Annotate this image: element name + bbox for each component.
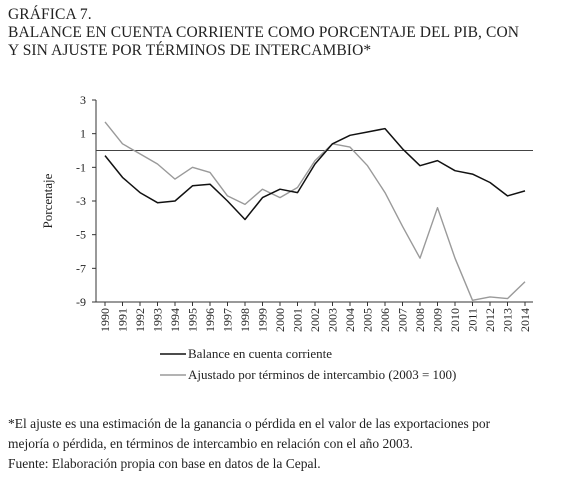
chart-title-block: GRÁFICA 7. BALANCE EN CUENTA CORRIENTE C…: [8, 6, 573, 60]
x-tick-label-1999: 1999: [256, 308, 270, 332]
y-tick-label--7: -7: [76, 261, 86, 275]
source-note: Fuente: Elaboración propia con base en d…: [8, 456, 321, 471]
chart-title-line-1: BALANCE EN CUENTA CORRIENTE COMO PORCENT…: [8, 24, 520, 41]
series-line-balance: [104, 127, 526, 221]
y-tick-label-3: 3: [80, 93, 86, 107]
x-tick-label-1996: 1996: [203, 308, 217, 332]
x-tick-label-2000: 2000: [273, 308, 287, 332]
x-tick-label-1997: 1997: [221, 308, 235, 332]
legend-label-balance: Balance en cuenta corriente: [188, 346, 332, 361]
y-tick-label--9: -9: [76, 295, 86, 309]
x-tick-label-2004: 2004: [343, 308, 357, 332]
y-tick-label--3: -3: [76, 194, 86, 208]
y-tick-label--1: -1: [76, 160, 86, 174]
x-tick-label-2006: 2006: [378, 308, 392, 332]
x-tick-label-1993: 1993: [151, 308, 165, 332]
adjustment-note-continued: mejoría o pérdida, en términos de interc…: [8, 436, 413, 451]
x-tick-label-2011: 2011: [466, 308, 480, 332]
x-tick-label-2008: 2008: [413, 308, 427, 332]
chart-number: GRÁFICA 7.: [8, 6, 92, 23]
line-chart: 3 1 -1 -3 -5 -7 -9 1990 1991 1992 1993 1994 1995 1996…: [40, 93, 533, 382]
x-tick-label-2009: 2009: [431, 308, 445, 332]
chart-title-line-2: Y SIN AJUSTE POR TÉRMINOS DE INTERCAMBIO…: [8, 42, 372, 59]
x-tick-label-2010: 2010: [448, 308, 462, 332]
x-tick-label-2001: 2001: [291, 308, 305, 332]
legend-label-adjusted: Ajustado por términos de intercambio (20…: [188, 367, 456, 382]
y-tick-label--5: -5: [76, 228, 86, 242]
x-tick-label-1994: 1994: [168, 308, 182, 332]
x-tick-label-2003: 2003: [326, 308, 340, 332]
x-tick-label-2005: 2005: [361, 308, 375, 332]
x-tick-label-2002: 2002: [308, 308, 322, 332]
x-tick-label-1995: 1995: [186, 308, 200, 332]
x-tick-label-1998: 1998: [238, 308, 252, 332]
y-tick-label-1: 1: [80, 127, 86, 141]
x-tick-label-2013: 2013: [501, 308, 515, 332]
x-tick-label-2014: 2014: [518, 308, 532, 332]
x-tick-label-1990: 1990: [98, 308, 112, 332]
adjustment-note: *El ajuste es una estimación de la ganan…: [8, 416, 491, 431]
series-line-adjusted: [104, 121, 526, 301]
x-tick-label-2012: 2012: [483, 308, 497, 332]
x-tick-label-1992: 1992: [133, 308, 147, 332]
x-tick-label-2007: 2007: [396, 308, 410, 332]
x-tick-label-1991: 1991: [116, 308, 130, 332]
footnotes: *El ajuste es una estimación de la ganan…: [8, 414, 573, 474]
y-axis-label: Porcentaje: [40, 173, 55, 228]
